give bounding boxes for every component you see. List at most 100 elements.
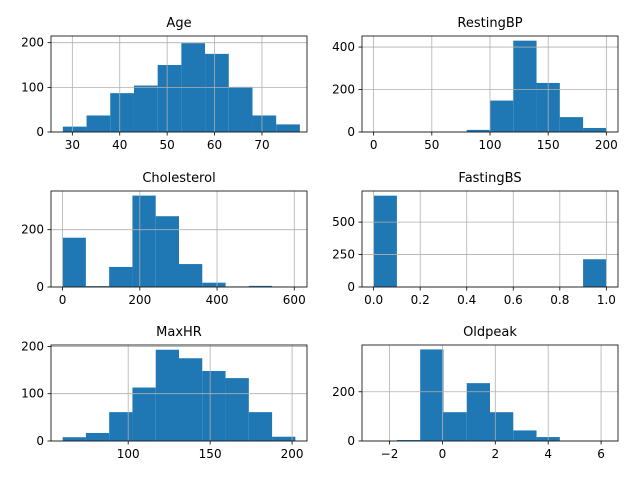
cholesterol-bar-5 [179,264,203,287]
restingbp-xtick-label-3: 150 [537,138,560,152]
maxhr-xtick-label-2: 200 [281,447,304,461]
restingbp-bar-4 [466,129,490,132]
fastingbs-xtick-label-0: 0.0 [364,293,383,307]
maxhr-bar-8 [248,412,273,441]
cholesterol-bar-1 [85,286,110,287]
restingbp-ytick-label-2: 400 [332,40,355,54]
fastingbs-axes-frame [361,190,619,288]
age-bar-2 [110,93,134,132]
fastingbs-ytick-label-1: 250 [332,248,355,262]
fastingbs-bar-0 [373,195,397,287]
age-xtick-label-3: 60 [207,138,222,152]
oldpeak-ytick-label-0: 0 [347,434,355,448]
fastingbs-ytick-label-2: 500 [332,215,355,229]
restingbp-ytick-label-0: 0 [347,125,355,139]
restingbp-xtick-label-1: 50 [424,138,439,152]
restingbp-title: RestingBP [457,16,522,31]
cholesterol-title: Cholesterol [142,171,215,186]
oldpeak-xtick-label-1: 0 [439,447,447,461]
age-axes-frame [50,35,308,133]
fastingbs-bar-9 [583,259,607,287]
oldpeak-xtick-label-3: 4 [544,447,552,461]
oldpeak-xtick-label-4: 6 [597,447,605,461]
age-bar-3 [133,85,158,132]
cholesterol-bar-6 [202,282,226,287]
fastingbs-title: FastingBS [458,171,521,186]
oldpeak-xtick-label-2: 2 [491,447,499,461]
fastingbs-ytick-label-0: 0 [347,280,355,294]
age-ytick-label-0: 0 [36,125,44,139]
cholesterol-axes-frame [50,190,308,288]
cholesterol-xtick-label-3: 600 [283,293,306,307]
maxhr-bar-5 [179,358,203,441]
cholesterol-xtick-label-1: 200 [128,293,151,307]
subplot-fastingbs: 0.0 0.2 0.4 0.6 0.8 1.0 0 250 500 FastingBS [332,171,619,307]
cholesterol-bar-4 [155,216,179,287]
cholesterol-xtick-label-2: 400 [206,293,229,307]
restingbp-xtick-label-4: 200 [595,138,618,152]
age-xtick-label-0: 30 [65,138,80,152]
maxhr-ytick-label-1: 100 [21,387,44,401]
maxhr-ytick-label-2: 200 [21,339,44,353]
maxhr-bar-7 [225,378,249,441]
age-xtick-label-1: 40 [112,138,127,152]
cholesterol-bar-3 [132,195,156,287]
maxhr-bar-2 [109,412,133,441]
age-ytick-label-2: 200 [21,36,44,50]
age-bar-7 [228,86,253,132]
maxhr-bar-6 [202,371,226,441]
fastingbs-xtick-label-5: 1.0 [597,293,616,307]
age-bar-1 [86,115,111,132]
oldpeak-xtick-label-0: −2 [381,447,399,461]
age-bar-0 [62,126,87,132]
subplot-oldpeak: −2 0 2 4 6 0 200 Oldpeak [332,325,619,461]
fastingbs-xtick-label-3: 0.6 [504,293,523,307]
maxhr-bar-0 [62,437,86,441]
cholesterol-bar-2 [109,266,133,287]
age-title: Age [166,16,191,31]
maxhr-title: MaxHR [156,325,202,340]
maxhr-bar-4 [155,349,179,441]
subplot-restingbp: 0 50 100 150 200 0 200 400 RestingBP [332,16,619,152]
restingbp-bar-8 [559,117,584,132]
age-xtick-label-2: 50 [160,138,175,152]
cholesterol-ytick-label-1: 200 [21,223,44,237]
restingbp-bar-5 [490,100,514,132]
age-ytick-label-1: 100 [21,80,44,94]
cholesterol-ytick-label-0: 0 [36,280,44,294]
age-bar-9 [276,124,300,132]
restingbp-bar-6 [513,40,537,132]
oldpeak-bar-2 [420,349,444,441]
age-bar-4 [157,65,182,132]
age-bar-8 [252,115,277,132]
oldpeak-bar-5 [490,412,514,441]
maxhr-xtick-label-0: 100 [117,447,140,461]
age-bar-6 [205,53,229,132]
restingbp-xtick-label-2: 100 [479,138,502,152]
oldpeak-title: Oldpeak [463,325,517,340]
cholesterol-xtick-label-0: 0 [59,293,67,307]
oldpeak-bar-3 [443,412,467,441]
restingbp-xtick-label-0: 0 [370,138,378,152]
maxhr-bar-3 [132,387,156,441]
restingbp-bar-9 [583,127,607,132]
subplot-cholesterol: 0 200 400 600 0 200 Cholesterol [21,171,308,307]
maxhr-bar-9 [272,436,296,441]
maxhr-axes-frame [50,344,308,442]
cholesterol-bar-8 [248,285,273,287]
oldpeak-bar-1 [396,440,421,441]
fastingbs-xtick-label-2: 0.4 [457,293,476,307]
restingbp-ytick-label-1: 200 [332,83,355,97]
oldpeak-axes-frame [361,344,619,442]
oldpeak-bar-6 [513,430,537,441]
age-xtick-label-4: 70 [254,138,269,152]
maxhr-xtick-label-1: 150 [199,447,222,461]
maxhr-bar-1 [85,432,110,441]
oldpeak-bar-4 [466,383,490,441]
oldpeak-ytick-label-1: 200 [332,385,355,399]
fastingbs-xtick-label-4: 0.8 [550,293,569,307]
cholesterol-bar-0 [62,237,86,287]
subplot-age: 30 40 50 60 70 0 100 200 Age [21,16,308,152]
maxhr-ytick-label-0: 0 [36,434,44,448]
